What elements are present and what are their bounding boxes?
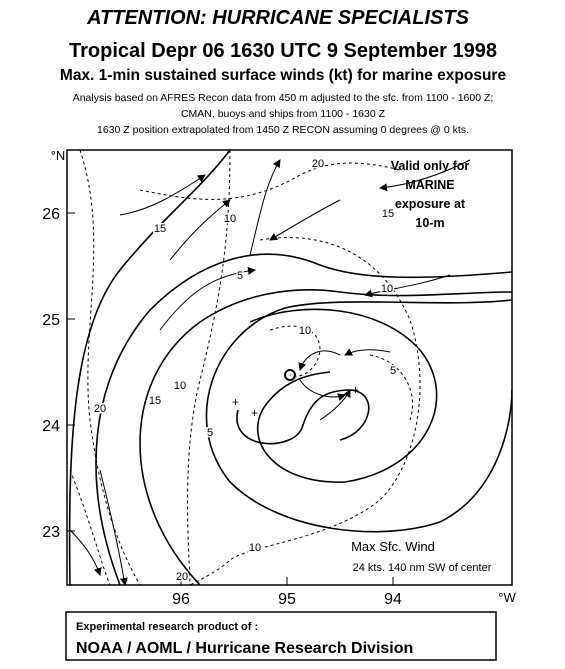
- validity-note: Valid only for: [391, 159, 470, 173]
- contour-label: 10: [174, 380, 186, 392]
- title: ATTENTION: HURRICANE SPECIALISTS: [86, 7, 470, 29]
- lat-tick-label: 23: [42, 524, 60, 541]
- lon-tick-label: 94: [384, 591, 402, 608]
- contour-label: 20: [94, 403, 106, 415]
- lat-tick-label: 25: [42, 312, 60, 329]
- map: + + + 26 25 24 23 96 95 94 °N °W 20 15 10 15 5 10 10 5 10 15…: [42, 148, 516, 608]
- lat-tick-label: 26: [42, 206, 60, 223]
- contour-label: 10: [249, 542, 261, 554]
- lon-unit: °W: [498, 590, 516, 605]
- contour-label: 5: [237, 270, 243, 282]
- max-wind: 24 kts. 140 nm SW of center: [353, 562, 492, 574]
- note: CMAN, buoys and ships from 1100 - 1630 Z: [181, 108, 386, 120]
- contour-label: 20: [176, 571, 188, 583]
- contour-label: 5: [207, 427, 213, 439]
- svg-text:+: +: [352, 383, 359, 397]
- footer-org: NOAA / AOML / Hurricane Research Divisio…: [76, 640, 413, 657]
- lon-tick-label: 96: [172, 591, 190, 608]
- contour-label: 20: [312, 158, 324, 170]
- svg-text:+: +: [251, 406, 258, 420]
- note: 1630 Z position extrapolated from 1450 Z…: [97, 124, 469, 136]
- validity-note: exposure at: [395, 197, 466, 211]
- validity-note: 10-m: [415, 216, 444, 230]
- contour-label: 10: [299, 325, 311, 337]
- contour-label: 15: [382, 208, 394, 220]
- center-markers: + + +: [232, 369, 359, 420]
- storm: Tropical Depr 06 1630 UTC 9 September 19…: [69, 40, 497, 62]
- svg-text:+: +: [232, 395, 239, 409]
- lat-unit: °N: [51, 148, 66, 163]
- map-frame: [66, 149, 513, 586]
- footer-label: Experimental research product of :: [76, 621, 258, 633]
- contour-label: 10: [224, 213, 236, 225]
- contour-label: 15: [149, 395, 161, 407]
- footer-box: [65, 611, 497, 661]
- max-wind: Max Sfc. Wind: [351, 539, 435, 554]
- note: Analysis based on AFRES Recon data from …: [73, 92, 494, 104]
- validity-note: MARINE: [405, 178, 454, 192]
- contour-label: 5: [390, 365, 396, 377]
- contours: [68, 150, 512, 585]
- lat-tick-label: 24: [42, 418, 60, 435]
- contour-label: 15: [154, 223, 166, 235]
- lon-tick-label: 95: [278, 591, 296, 608]
- contour-label: 10: [381, 283, 393, 295]
- subtitle: Max. 1-min sustained surface winds (kt) …: [60, 67, 507, 84]
